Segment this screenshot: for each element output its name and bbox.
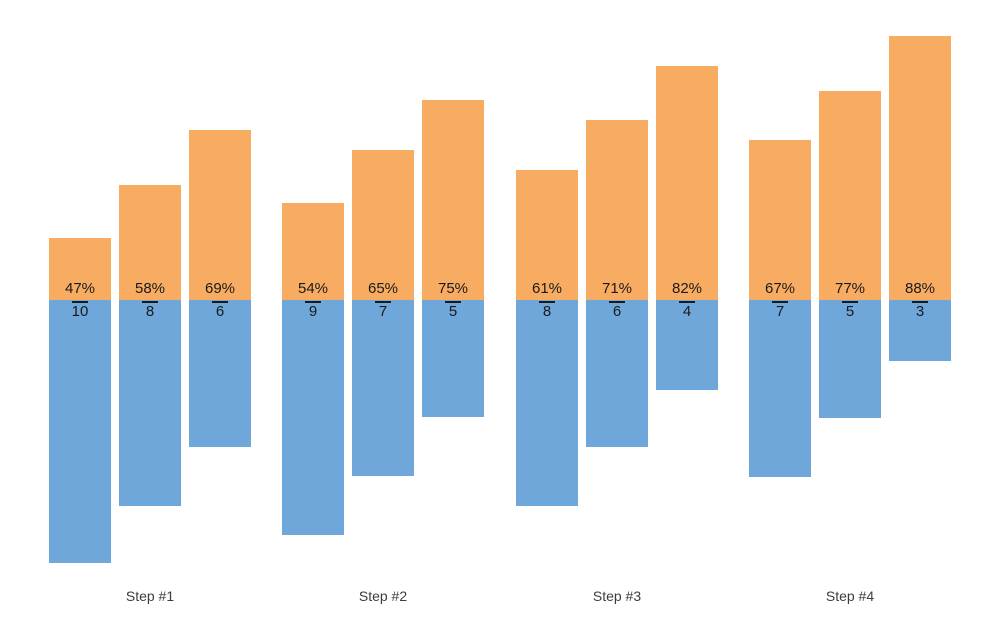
bar-percent-label: 47% <box>64 280 96 297</box>
bar-count-label: 3 <box>915 303 925 320</box>
bar-count-label: 7 <box>775 303 785 320</box>
bar-below-segment <box>819 300 881 418</box>
bar-below-segment <box>49 300 111 563</box>
bar-count-label: 10 <box>71 303 89 320</box>
bar-below-segment <box>516 300 578 506</box>
bar-above-segment <box>819 91 881 300</box>
bar-percent-label: 65% <box>367 280 399 297</box>
fraction-divider-line <box>679 301 695 303</box>
group-axis-label: Step #1 <box>125 588 175 604</box>
bar-count-label: 6 <box>215 303 225 320</box>
bar-count-label: 5 <box>845 303 855 320</box>
bar-below-segment <box>282 300 344 535</box>
bar-below-segment <box>889 300 951 361</box>
fraction-divider-line <box>212 301 228 303</box>
bar-percent-label: 88% <box>904 280 936 297</box>
fraction-divider-line <box>445 301 461 303</box>
bar-above-segment <box>49 238 111 300</box>
fraction-divider-line <box>142 301 158 303</box>
bar-below-segment <box>422 300 484 417</box>
bar-above-segment <box>586 120 648 300</box>
bar-count-label: 8 <box>145 303 155 320</box>
bar-percent-label: 61% <box>531 280 563 297</box>
bar-count-label: 8 <box>542 303 552 320</box>
group-axis-label: Step #4 <box>825 588 875 604</box>
bar-percent-label: 82% <box>671 280 703 297</box>
bar-above-segment <box>749 140 811 300</box>
fraction-divider-line <box>609 301 625 303</box>
bar-below-segment <box>119 300 181 506</box>
group-axis-label: Step #2 <box>358 588 408 604</box>
bar-percent-label: 58% <box>134 280 166 297</box>
bar-count-label: 7 <box>378 303 388 320</box>
bar-below-segment <box>352 300 414 476</box>
bar-above-segment <box>516 170 578 300</box>
bar-count-label: 4 <box>682 303 692 320</box>
bar-above-segment <box>282 203 344 300</box>
bar-count-label: 9 <box>308 303 318 320</box>
bar-below-segment <box>586 300 648 447</box>
bar-percent-label: 71% <box>601 280 633 297</box>
bar-percent-label: 75% <box>437 280 469 297</box>
bar-percent-label: 67% <box>764 280 796 297</box>
fraction-divider-line <box>72 301 88 303</box>
bar-count-label: 6 <box>612 303 622 320</box>
bar-above-segment <box>189 130 251 300</box>
bar-percent-label: 54% <box>297 280 329 297</box>
bar-percent-label: 77% <box>834 280 866 297</box>
bar-percent-label: 69% <box>204 280 236 297</box>
bar-above-segment <box>352 150 414 300</box>
bar-above-segment <box>889 36 951 300</box>
fraction-divider-line <box>539 301 555 303</box>
bar-below-segment <box>749 300 811 477</box>
bar-above-segment <box>656 66 718 300</box>
bar-above-segment <box>119 185 181 300</box>
fraction-divider-line <box>305 301 321 303</box>
fraction-divider-line <box>375 301 391 303</box>
fraction-divider-line <box>772 301 788 303</box>
fraction-divider-line <box>912 301 928 303</box>
bar-above-segment <box>422 100 484 300</box>
bar-below-segment <box>656 300 718 390</box>
bar-count-label: 5 <box>448 303 458 320</box>
group-axis-label: Step #3 <box>592 588 642 604</box>
bar-below-segment <box>189 300 251 447</box>
fraction-divider-line <box>842 301 858 303</box>
